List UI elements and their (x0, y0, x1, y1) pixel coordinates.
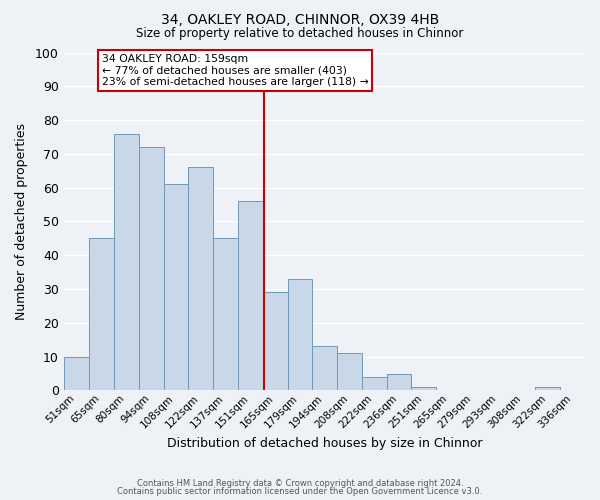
Bar (139, 147, 164, 390)
Bar (287, 279, 312, 390)
Bar (213, 238, 238, 390)
Bar (362, 377, 386, 390)
Bar (535, 387, 560, 390)
Bar (114, 134, 139, 390)
Text: Contains HM Land Registry data © Crown copyright and database right 2024.: Contains HM Land Registry data © Crown c… (137, 478, 463, 488)
Bar (337, 353, 362, 391)
Bar (188, 168, 213, 390)
Bar (164, 184, 188, 390)
Bar (386, 374, 412, 390)
Text: 34, OAKLEY ROAD, CHINNOR, OX39 4HB: 34, OAKLEY ROAD, CHINNOR, OX39 4HB (161, 12, 439, 26)
Y-axis label: Number of detached properties: Number of detached properties (15, 123, 28, 320)
Text: Size of property relative to detached houses in Chinnor: Size of property relative to detached ho… (136, 28, 464, 40)
Bar (412, 387, 436, 390)
Bar (89, 238, 114, 390)
Text: 34 OAKLEY ROAD: 159sqm
← 77% of detached houses are smaller (403)
23% of semi-de: 34 OAKLEY ROAD: 159sqm ← 77% of detached… (101, 54, 368, 88)
Bar (263, 292, 287, 390)
X-axis label: Distribution of detached houses by size in Chinnor: Distribution of detached houses by size … (167, 437, 482, 450)
Bar (64, 356, 89, 390)
Bar (312, 346, 337, 391)
Bar (238, 201, 263, 390)
Text: Contains public sector information licensed under the Open Government Licence v3: Contains public sector information licen… (118, 487, 482, 496)
